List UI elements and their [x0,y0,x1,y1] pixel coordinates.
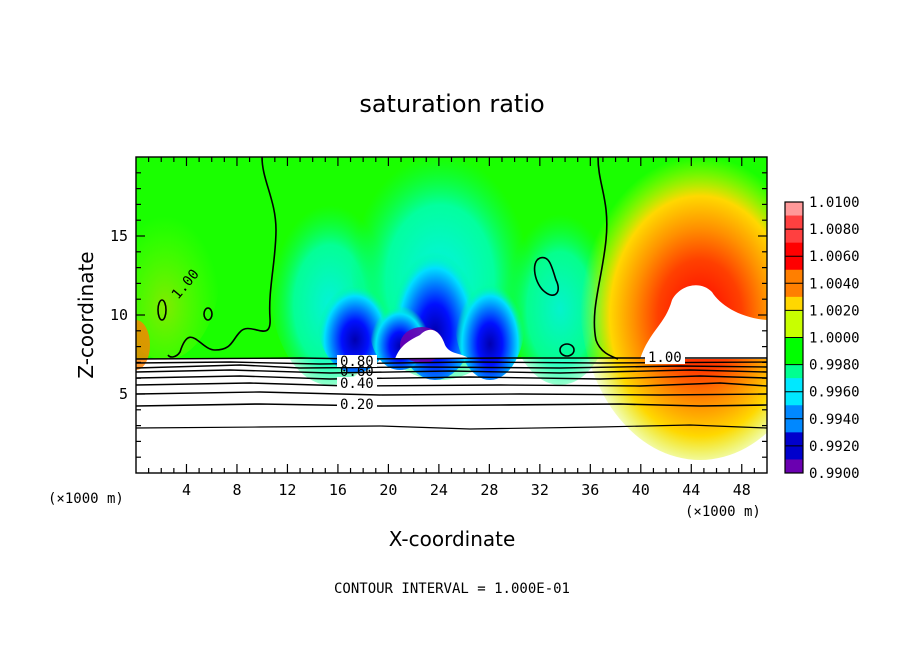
lower-contour-1 [136,357,767,360]
x-axis-unit-left: (×1000 m) [48,491,124,507]
colorbar-band [785,337,803,352]
colorbar-band [785,256,803,271]
x-tick-label: 8 [232,481,241,499]
x-axis-label: X-coordinate [389,527,516,551]
x-tick-label: 32 [531,481,549,499]
colorbar-band [785,351,803,366]
x-tick-label: 12 [278,481,296,499]
colorbar-label: 1.0040 [809,276,860,292]
field-left-yellow-green [136,180,220,360]
colorbar-band [785,445,803,460]
x-tick-label: 20 [379,481,397,499]
x-tick-label: 40 [632,481,650,499]
colorbar-label: 1.0100 [809,195,860,211]
y-axis: 5 10 15 [110,172,767,458]
lower-contour-4 [136,369,767,374]
colorbar-band [785,391,803,406]
contour-label-0.20: 0.20 [340,397,374,413]
x-tick-label: 4 [182,481,191,499]
colorbar-band [785,215,803,230]
x-tick-label: 28 [480,481,498,499]
colorbar-label: 0.9980 [809,358,860,374]
colorbar-label: 1.0000 [809,331,860,347]
contour-label-bg-4 [645,351,685,364]
colorbar-label: 1.0080 [809,222,860,238]
colorbar: 1.0100 1.0080 1.0060 1.0040 1.0020 1.0000 0.99… [784,195,860,482]
y-axis-label: Z-coordinate [74,251,98,378]
colorbar-band [785,310,803,325]
y-tick-label: 5 [119,385,128,403]
colorbar-label: 0.9960 [809,385,860,401]
colorbar-band [785,269,803,284]
lower-contour-8 [136,403,767,407]
colorbar-band [785,378,803,393]
colorbar-band [785,296,803,311]
contour-1.00-right [593,157,619,360]
colorbar-band [785,432,803,447]
lower-contour-3 [136,364,767,369]
contour-loop-bottom [559,343,575,357]
lower-contour-5 [136,375,767,380]
x-tick-label: 16 [329,481,347,499]
y-tick-label: 10 [110,306,128,324]
colorbar-label: 1.0020 [809,303,860,319]
x-tick-label: 44 [682,481,700,499]
x-tick-label: 24 [430,481,448,499]
colorbar-band [785,283,803,298]
colorbar-band [785,364,803,379]
lower-contours [136,357,767,430]
field-white-hump-center [395,329,470,359]
x-tick-label: 48 [733,481,751,499]
colorbar-label: 0.9940 [809,412,860,428]
lower-contour-6 [136,382,767,387]
contour-1.00-left [167,157,277,358]
contour-label-0.80: 0.80 [340,354,374,370]
colorbar-band [785,323,803,338]
contour-label-0.60: 0.60 [340,364,374,380]
contour-interval-note: CONTOUR INTERVAL = 1.000E-01 [334,581,570,597]
x-tick-label: 36 [581,481,599,499]
x-axis: 4 8 12 16 20 24 28 32 36 40 44 48 [148,157,755,499]
colorbar-label: 1.0060 [809,249,860,265]
plot-area [136,157,767,473]
x-axis-unit-right: (×1000 m) [685,504,761,520]
contour-label-bg-2 [337,377,377,389]
lower-contour-7 [136,391,767,396]
contour-label-bg-3 [337,398,377,410]
colorbar-band [785,405,803,420]
contour-label-bg-1 [337,355,377,367]
contour-loop-left-b [203,307,213,321]
colorbar-band [785,202,803,217]
field-white-hump-right [640,285,767,359]
contour-loop-mid-right [533,256,560,296]
colorbar-band [785,229,803,244]
y-tick-label: 15 [110,227,128,245]
field-blue-core-c [455,260,525,380]
lower-contour-2 [136,361,767,365]
contour-label-0.40: 0.40 [340,376,374,392]
saturation-contours [157,157,619,360]
field-left-orange-edge [136,320,150,370]
chart-title: saturation ratio [359,90,544,118]
colorbar-label: 0.9920 [809,439,860,455]
contour-loop-left-a [157,299,167,321]
contour-label-1.00-right: 1.00 [648,350,682,366]
colorbar-band [785,459,803,474]
colorbar-band [785,242,803,257]
colorbar-label: 0.9900 [809,466,860,482]
colorbar-band [785,418,803,433]
lower-contour-9 [136,424,767,430]
